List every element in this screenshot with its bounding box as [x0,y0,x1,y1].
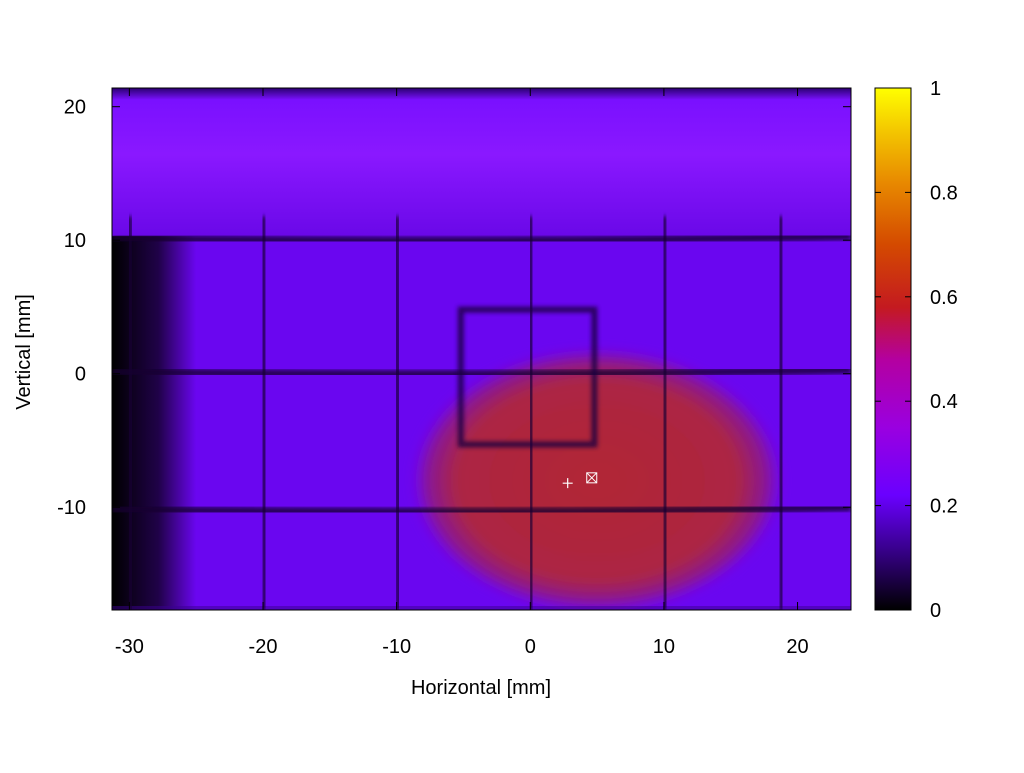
y-ticks: 20 10 0 -10 [57,97,851,519]
colorbar-tick-label: 0 [930,600,941,622]
grid-wire-vertical [393,216,403,610]
markers [562,472,598,489]
marker-boxed-x [586,472,598,484]
y-tick-label: 20 [64,97,86,119]
y-tick-label: 0 [75,364,86,386]
grid-wire-horizontal [112,365,851,379]
x-tick-label: 0 [525,636,536,658]
x-tick-label: 10 [653,636,675,658]
heatmap-bottom-edge [112,606,851,610]
plot-area [112,88,851,610]
colorbar-tick-label: 0.2 [930,496,958,518]
colorbar-tick-label: 0.4 [930,391,958,413]
grid-lines [112,88,851,610]
grid-wire-vertical [660,216,670,610]
plot-frame [111,87,852,611]
colorbar [874,87,912,611]
y-tick-label: -10 [57,497,86,519]
marker-x [586,472,598,484]
y-axis-label: Vertical [mm] [13,294,35,410]
x-tick-label: 20 [786,636,808,658]
grid-wire-vertical [776,216,786,610]
y-tick-label: 10 [64,230,86,252]
grid-wire-horizontal [112,232,851,245]
grid-wire-vertical [526,216,536,610]
x-tick-label: -10 [382,636,411,658]
heatmap-left-dark [112,236,197,610]
grid-wire-horizontal [112,503,851,516]
grid-wire-vertical [125,216,135,610]
grid-inner-box [457,306,598,448]
x-tick-label: -30 [115,636,144,658]
x-axis-label: Horizontal [mm] [411,677,551,699]
x-tick-label: -20 [249,636,278,658]
colorbar-tick-label: 0.6 [930,287,958,309]
heatmap-top-band [112,88,851,237]
marker-plus [562,478,573,489]
grid-wire-vertical [259,216,269,610]
colorbar-ticks: 0 0.2 0.4 0.6 0.8 1 [875,78,958,622]
marker-box [586,472,598,484]
x-ticks: -30 -20 -10 0 10 20 [115,88,809,658]
colorbar-tick-label: 1 [930,78,941,100]
colorbar-tick-label: 0.8 [930,182,958,204]
